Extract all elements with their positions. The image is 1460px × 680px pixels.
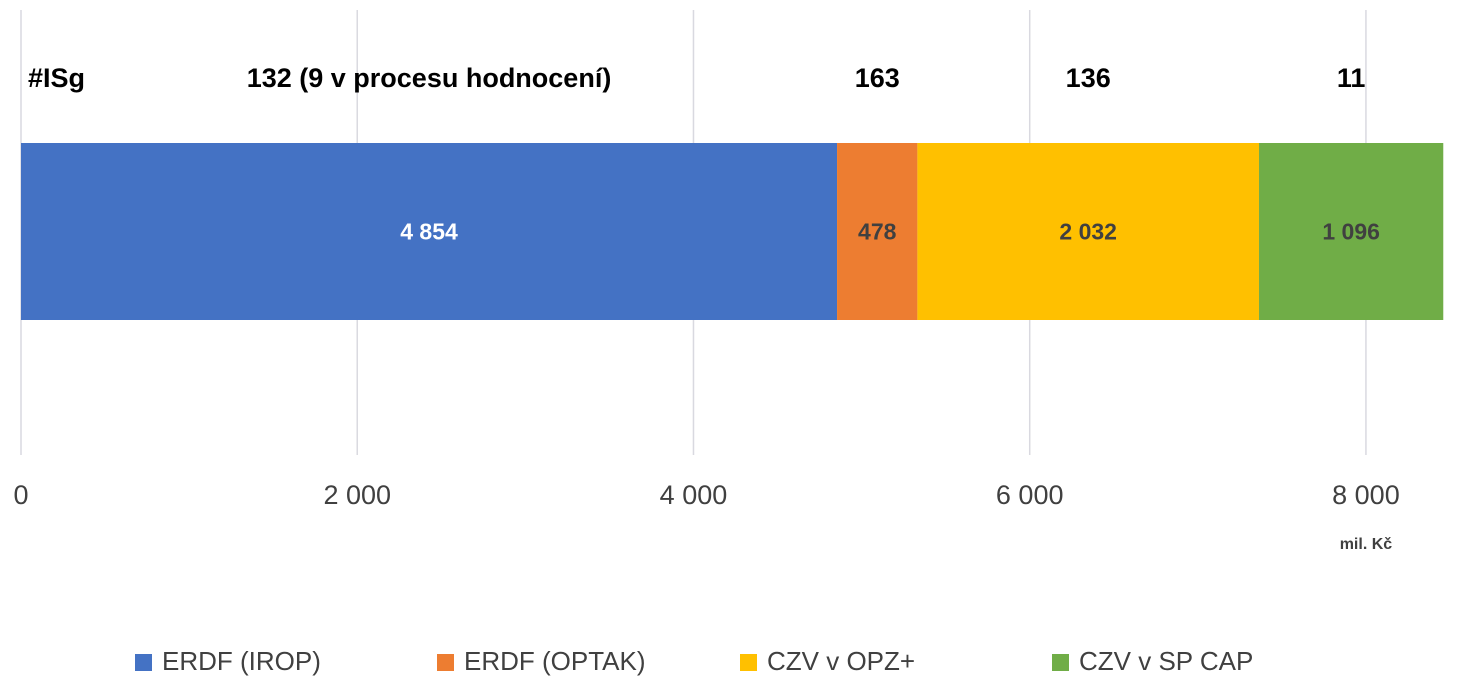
bar-segment xyxy=(1259,143,1444,320)
bar-segment xyxy=(837,143,918,320)
legend-label: CZV v SP CAP xyxy=(1079,646,1253,676)
data-label: 1 096 xyxy=(1322,219,1380,245)
count-label: 132 (9 v procesu hodnocení) xyxy=(247,63,612,93)
data-label: 4 854 xyxy=(400,219,458,245)
x-tick-label: 8 000 xyxy=(1332,480,1400,510)
count-label: 163 xyxy=(855,63,900,93)
count-label: 11 xyxy=(1337,63,1366,93)
legend-swatch xyxy=(740,654,757,671)
count-header: #ISg xyxy=(28,63,85,93)
legend-swatch xyxy=(135,654,152,671)
bar-segment xyxy=(21,143,838,320)
legend-label: ERDF (OPTAK) xyxy=(464,646,646,676)
legend-swatch xyxy=(437,654,454,671)
x-tick-label: 4 000 xyxy=(660,480,728,510)
x-tick-label: 0 xyxy=(13,480,28,510)
x-unit: mil. Kč xyxy=(1340,536,1393,553)
x-tick-label: 2 000 xyxy=(323,480,391,510)
legend-swatch xyxy=(1052,654,1069,671)
x-tick-label: 6 000 xyxy=(996,480,1064,510)
count-label: 136 xyxy=(1066,63,1111,93)
legend-label: ERDF (IROP) xyxy=(162,646,321,676)
data-label: 478 xyxy=(858,219,897,245)
legend-label: CZV v OPZ+ xyxy=(767,646,915,676)
data-label: 2 032 xyxy=(1059,219,1117,245)
bar-segment xyxy=(917,143,1260,320)
